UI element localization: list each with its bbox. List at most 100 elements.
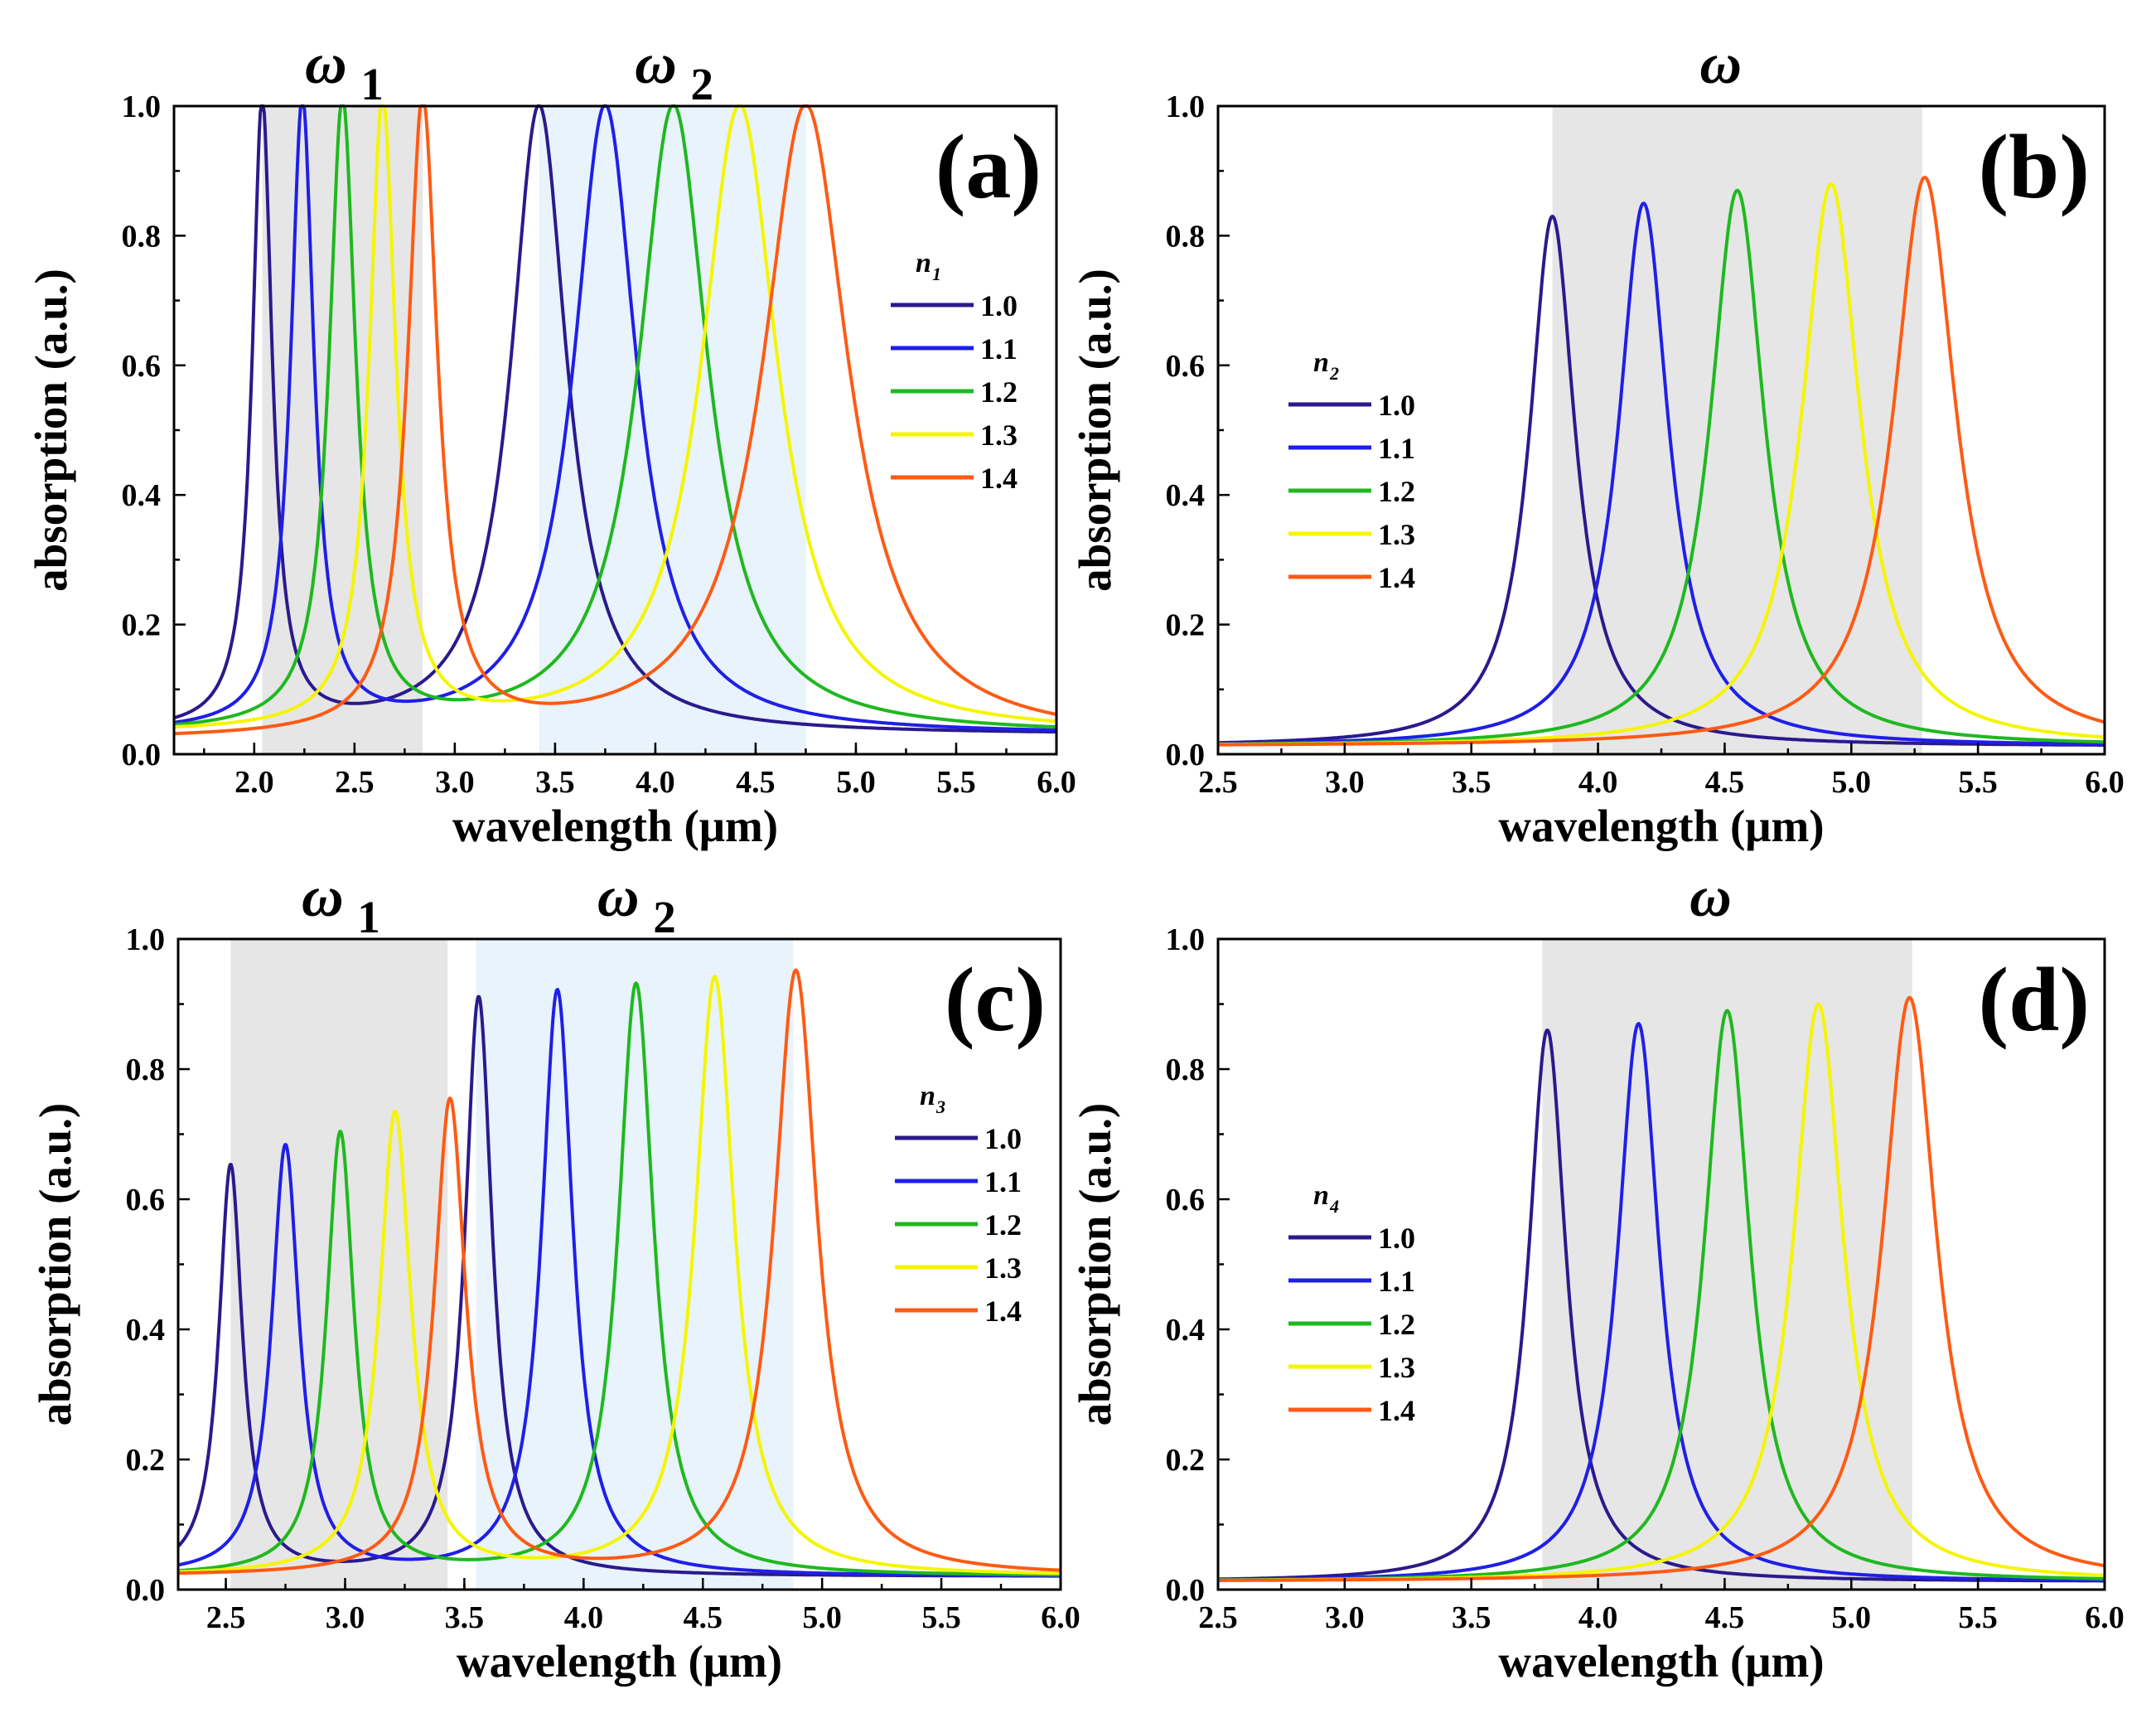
band-label-subscript: 2 [690,59,713,109]
x-tick-label: 6.0 [2085,1600,2125,1635]
band-1 [539,106,806,754]
band-label-subscript: 2 [653,892,676,942]
legend-label: 1.0 [980,289,1018,322]
legend-label: 1.4 [1378,561,1415,594]
series-line-1.2 [177,981,1061,1577]
panel-d: ω 2.5 3.0 3.5 4.0 4.5 5.0 5.5 6.0 0.0 0.2 0.4 0.6 0.8… [1070,865,2125,1687]
series-line-1.2 [173,104,1057,729]
band-0 [1552,106,1922,754]
y-tick-label: 0.4 [126,1313,166,1348]
y-axis-title: absorption (a.u.) [1070,269,1120,592]
band-label: ω [1690,865,1732,929]
series-line-1.4 [1217,176,2105,747]
band-label: ω [305,32,347,96]
y-axis-title: absorption (a.u.) [30,1103,80,1426]
x-tick-label: 4.5 [683,1600,723,1635]
legend-label: 1.3 [1378,1351,1415,1384]
panel-label: (b) [1979,116,2090,217]
series-line-1.0 [173,104,1057,734]
series-line-1.4 [1217,995,2105,1582]
y-tick-label: 0.6 [122,349,162,384]
series-line-1.1 [177,988,1061,1577]
x-tick-label: 5.5 [1958,765,1998,800]
series-line-1.1 [1217,201,2105,746]
band-label: ω [597,865,640,929]
y-tick-label: 0.4 [1166,1313,1206,1348]
series-line-1.4 [173,104,1057,736]
y-tick-label: 0.2 [1166,608,1206,643]
panel-b: ω 2.5 3.0 3.5 4.0 4.5 5.0 5.5 6.0 0.0 0.2 0.4 0.6 0.8… [1070,32,2125,851]
series-line-1.0 [1217,215,2105,747]
y-axis-title: absorption (a.u.) [26,269,76,592]
legend-label: 1.0 [1378,1222,1415,1255]
x-tick-label: 5.0 [1832,765,1872,800]
x-tick-label: 2.5 [1198,1600,1238,1635]
legend-title-subscript: 2 [1329,363,1339,384]
legend-label: 1.1 [984,1165,1022,1198]
x-tick-label: 3.0 [1325,1600,1365,1635]
legend-title-subscript: 3 [935,1096,945,1117]
legend-title: n [920,1081,935,1111]
y-tick-label: 0.8 [126,1053,166,1087]
x-tick-label: 3.5 [1452,1600,1491,1635]
x-tick-label: 2.5 [1198,765,1238,800]
x-tick-label: 2.5 [206,1600,246,1635]
y-tick-label: 0.8 [1166,219,1206,254]
legend-label: 1.1 [1378,432,1415,465]
panel-a: ω 1 ω 22.0 2.5 3.0 3.5 4.0 4.5 5.0 5.5 6.00.00.20.4… [26,32,1076,851]
legend-title: n [916,248,931,278]
x-tick-label: 2.0 [234,765,274,800]
y-tick-label: 1.0 [1166,922,1206,957]
band-label-subscript: 1 [360,59,384,109]
panel-c: ω 1 ω 22.5 3.0 3.5 4.0 4.5 5.0 5.5 6.00.00.20.40.6… [30,865,1080,1687]
legend-title-subscript: 4 [1329,1196,1339,1217]
legend-label: 1.0 [1378,389,1415,422]
band-1 [476,939,794,1590]
x-tick-label: 3.0 [326,1600,365,1635]
y-tick-label: 0.2 [126,1443,166,1478]
x-tick-label: 5.5 [936,765,976,800]
panel-label: (d) [1979,949,2090,1050]
legend-label: 1.3 [1378,518,1415,551]
x-tick-label: 6.0 [1037,765,1076,800]
legend-label: 1.4 [980,462,1018,495]
y-tick-label: 0.0 [1166,1573,1206,1608]
x-tick-label: 5.0 [1832,1600,1872,1635]
x-tick-label: 5.5 [1958,1600,1998,1635]
y-tick-label: 0.4 [1166,478,1206,513]
x-tick-label: 3.5 [535,765,575,800]
y-tick-label: 0.2 [122,608,162,643]
y-tick-label: 0.0 [126,1573,166,1608]
x-tick-label: 4.5 [1705,1600,1745,1635]
x-tick-label: 5.0 [836,765,876,800]
x-tick-label: 5.5 [921,1600,961,1635]
band-label: ω [635,32,677,96]
x-tick-label: 6.0 [2085,765,2125,800]
legend-label: 1.3 [984,1251,1022,1285]
legend-label: 1.1 [980,332,1018,365]
x-tick-label: 3.5 [445,1600,485,1635]
legend-label: 1.0 [984,1122,1022,1155]
y-tick-label: 0.0 [122,738,162,772]
legend-title: n [1313,347,1329,378]
band-0 [1542,939,1912,1590]
panel-label: (c) [945,949,1046,1050]
x-axis-title: wavelength (μm) [457,1636,782,1687]
legend-label: 1.2 [984,1208,1022,1242]
y-tick-label: 1.0 [126,922,166,957]
x-tick-label: 3.0 [1325,765,1365,800]
x-axis-title: wavelength (μm) [1498,1636,1824,1687]
y-tick-label: 1.0 [1166,90,1206,124]
y-tick-label: 0.8 [1166,1053,1206,1087]
band-label-subscript: 1 [357,892,380,942]
y-tick-label: 0.2 [1166,1443,1206,1478]
x-tick-label: 3.5 [1452,765,1491,800]
y-tick-label: 0.0 [1166,738,1206,772]
band-label: ω [1699,32,1742,96]
x-tick-label: 5.0 [802,1600,842,1635]
series-line-1.3 [177,975,1061,1576]
panel-label: (a) [935,116,1042,217]
legend-label: 1.1 [1378,1265,1415,1298]
y-tick-label: 0.4 [122,478,162,513]
y-tick-label: 0.8 [122,219,162,254]
